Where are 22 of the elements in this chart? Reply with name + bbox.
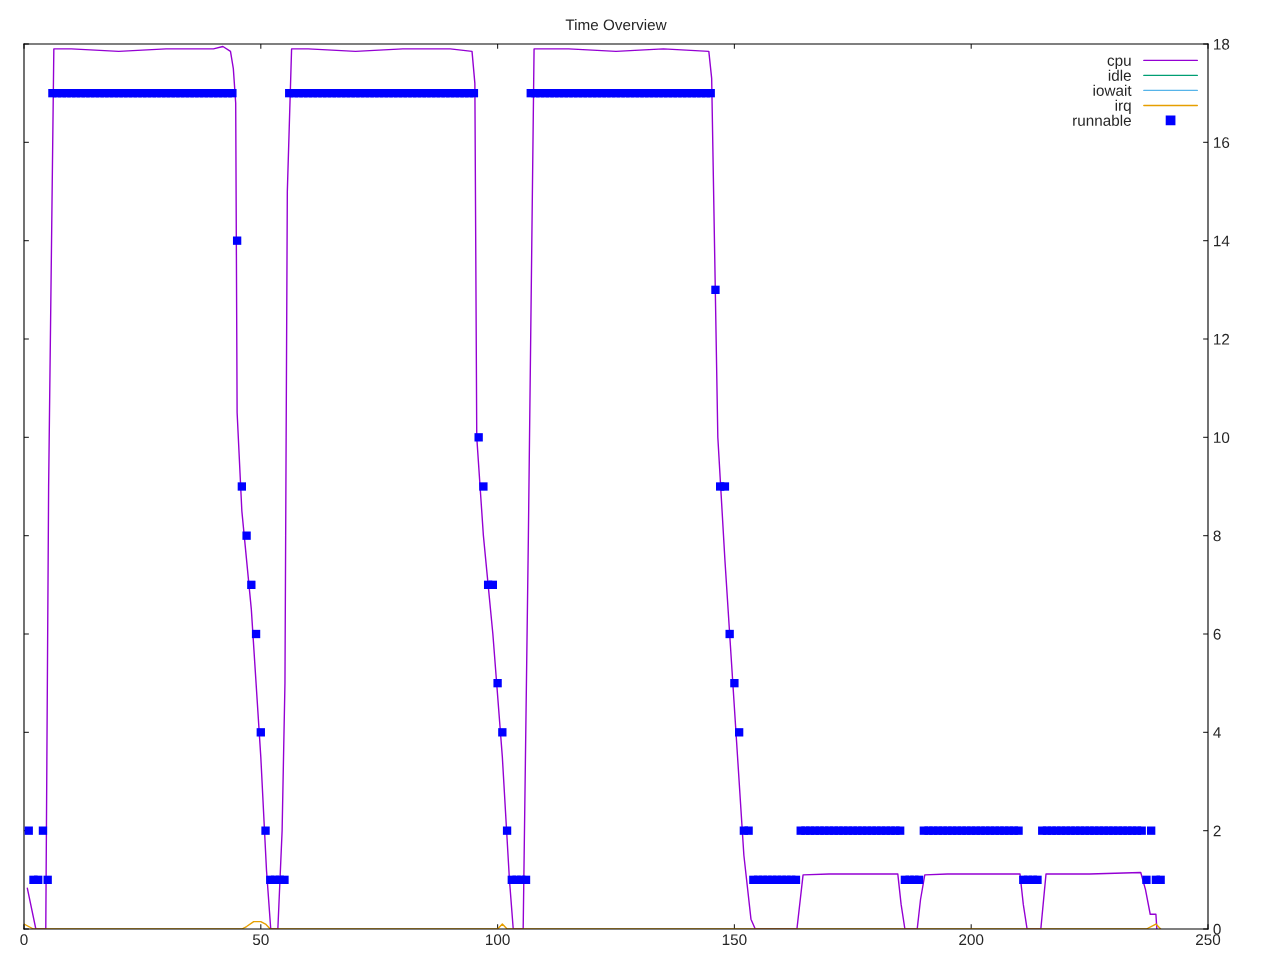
legend-label: cpu	[1107, 57, 1131, 69]
x-tick-label: 50	[252, 934, 269, 946]
legend-label: idle	[1108, 69, 1131, 81]
legend-label: irq	[1115, 99, 1131, 114]
x-tick-label: 250	[1196, 934, 1221, 946]
y-tick-label: 8	[1213, 530, 1221, 542]
y-tick-label: 12	[1214, 333, 1230, 345]
x-tick-label: 150	[722, 934, 747, 946]
y-tick-label: 14	[1214, 235, 1230, 247]
x-tick-label: 200	[959, 934, 984, 946]
y-tick-label: 4	[1213, 727, 1221, 738]
y-tick-label: 0	[1213, 923, 1221, 935]
x-tick-label: 0	[20, 934, 28, 946]
y-tick-label: 10	[1214, 432, 1230, 444]
y-tick-label: 16	[1214, 137, 1230, 149]
y-tick-label: 18	[1214, 38, 1230, 50]
legend-label: iowait	[1093, 84, 1132, 96]
x-tick-label: 100	[486, 934, 510, 946]
legend-label: runnable	[1073, 114, 1131, 126]
y-tick-label: 2	[1213, 825, 1221, 837]
y-tick-label: 6	[1213, 628, 1221, 640]
chart-title: Time Overview	[565, 19, 667, 31]
